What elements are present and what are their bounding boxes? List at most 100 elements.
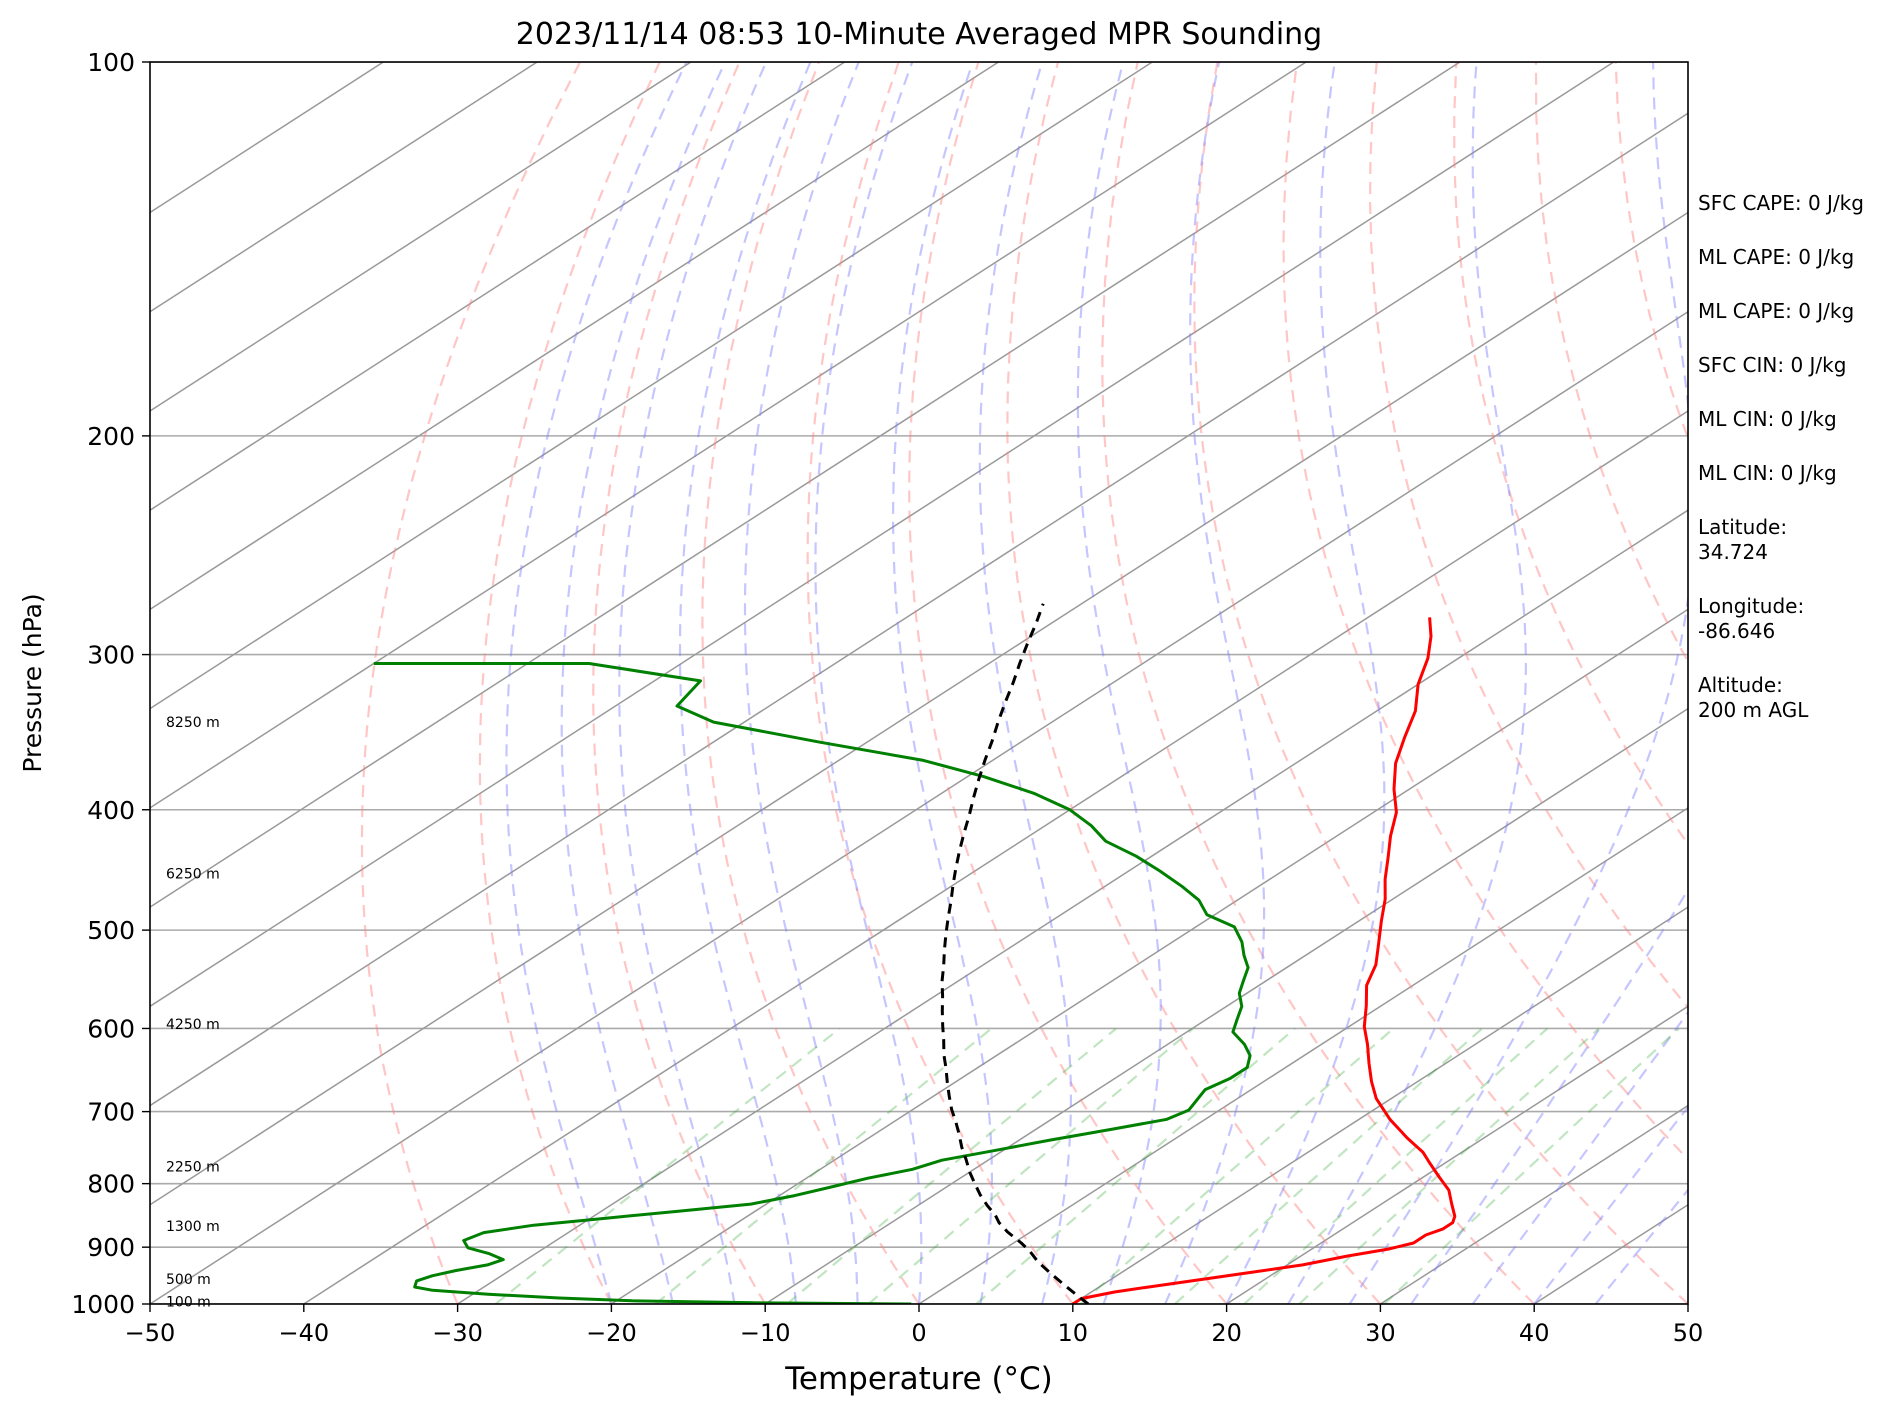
- x-tick-label: 10: [1058, 1319, 1089, 1347]
- moist-adiabat: [1410, 887, 1688, 1304]
- x-tick-label: −10: [740, 1319, 791, 1347]
- x-tick-label: −40: [278, 1319, 329, 1347]
- moist-adiabat: [978, 62, 1072, 1304]
- mixing-ratio-line: [1079, 1027, 1395, 1304]
- mixing-ratio-line: [1298, 1027, 1600, 1304]
- dry-adiabat: [1282, 62, 1688, 1161]
- annotation-text: ML CAPE: 0 J/kg: [1698, 299, 1854, 323]
- sounding-annotations: SFC CAPE: 0 J/kg ML CAPE: 0 J/kg ML CAPE: …: [1698, 191, 1864, 722]
- y-tick-label: 500: [87, 916, 135, 945]
- moist-adiabat: [892, 62, 993, 1304]
- x-tick-label: 20: [1211, 1319, 1242, 1347]
- mixing-ratio-line: [494, 1027, 841, 1304]
- y-tick-label: 800: [87, 1170, 135, 1199]
- isotherm--10: [764, 707, 1688, 1304]
- height-label: 4250 m: [166, 1017, 220, 1033]
- parcel-path-line: [940, 603, 1090, 1304]
- moist-adiabat: [1348, 62, 1688, 1304]
- mixing-ratio-line: [1174, 1027, 1483, 1304]
- dry-adiabat: [908, 62, 1228, 1304]
- height-label: 2250 m: [166, 1160, 220, 1176]
- axis-layer: −50 −40 −30 −20 −10 0 10 20 30 40 50 100 200 300 400 50…: [71, 48, 1703, 1347]
- moist-adiabat: [743, 62, 860, 1304]
- x-axis-label: Temperature (°C): [784, 1361, 1053, 1397]
- y-tick-label: 300: [87, 641, 135, 670]
- isotherm--40: [303, 410, 1688, 1304]
- moist-adiabat: [505, 62, 688, 1304]
- height-label: 1300 m: [166, 1219, 220, 1235]
- moist-adiabat: [1533, 1105, 1688, 1304]
- moist-adiabat: [1471, 1010, 1688, 1304]
- x-tick-label: 40: [1519, 1319, 1550, 1347]
- annotation-text: Longitude: -86.646: [1698, 594, 1804, 643]
- annotation-text: Altitude: 200 m AGL: [1698, 673, 1809, 722]
- grid-layer: [150, 62, 1688, 1304]
- moist-adiabat: [560, 62, 727, 1304]
- annotation-text: ML CIN: 0 J/kg: [1698, 407, 1837, 431]
- dry-adiabat: [1193, 62, 1688, 1304]
- x-tick-label: −20: [586, 1319, 637, 1347]
- y-tick-label: 1000: [71, 1290, 135, 1319]
- x-tick-label: −50: [125, 1319, 176, 1347]
- moist-adiabat: [1287, 62, 1528, 1304]
- isotherm-10: [1072, 906, 1688, 1304]
- dry-adiabat: [1453, 62, 1688, 847]
- height-label: 8250 m: [166, 715, 220, 731]
- dewpoint-line: [373, 662, 1252, 1304]
- mixing-ratio-line: [867, 1027, 1194, 1304]
- isotherm-20: [1226, 1005, 1688, 1304]
- annotation-text: ML CIN: 0 J/kg: [1698, 461, 1837, 485]
- y-tick-label: 900: [87, 1233, 135, 1262]
- moist-adiabat: [618, 62, 768, 1304]
- y-tick-label: 600: [87, 1014, 135, 1043]
- isotherm-0: [918, 806, 1688, 1304]
- y-axis-label: Pressure (hPa): [18, 593, 47, 772]
- mixing-ratio-line: [654, 1027, 993, 1304]
- x-tick-label: 50: [1673, 1319, 1704, 1347]
- isotherm--60: [150, 211, 1688, 1206]
- height-labels: 8250 m 6250 m 4250 m 2250 m 1300 m 500 m 100 m: [166, 715, 220, 1310]
- moist-adiabat: [678, 62, 812, 1304]
- dry-adiabat: [478, 62, 661, 1304]
- dry-adiabat: [701, 62, 920, 1304]
- isotherm--110: [150, 62, 1153, 710]
- isotherm--130: [150, 62, 846, 512]
- isotherm--20: [610, 608, 1688, 1304]
- y-tick-label: 700: [87, 1098, 135, 1127]
- moist-adiabat: [1076, 62, 1162, 1304]
- annotation-text: SFC CAPE: 0 J/kg: [1698, 191, 1864, 215]
- isotherm--90: [150, 62, 1461, 908]
- dry-adiabat: [806, 62, 1074, 1304]
- isotherm--100: [150, 62, 1307, 809]
- height-label: 6250 m: [166, 866, 220, 882]
- x-tick-label: 0: [911, 1319, 926, 1347]
- dry-adiabat: [1006, 62, 1382, 1304]
- isotherm--140: [150, 62, 692, 412]
- isotherm--120: [150, 62, 999, 611]
- mixing-ratio-line: [975, 1027, 1296, 1304]
- isotherm--150: [150, 62, 538, 313]
- isotherm--50: [150, 310, 1688, 1304]
- annotation-text: ML CAPE: 0 J/kg: [1698, 245, 1854, 269]
- dry-adiabat: [1368, 62, 1688, 1010]
- dry-adiabat: [592, 62, 767, 1304]
- x-tick-label: 30: [1365, 1319, 1396, 1347]
- annotation-text: Latitude: 34.724: [1698, 515, 1787, 564]
- x-tick-label: −30: [432, 1319, 483, 1347]
- moist-adiabat: [1225, 62, 1386, 1304]
- moist-adiabat: [1164, 62, 1266, 1304]
- data-layer: [373, 603, 1457, 1304]
- height-label: 100 m: [166, 1294, 211, 1310]
- annotation-text: SFC CIN: 0 J/kg: [1698, 353, 1846, 377]
- temperature-line: [1071, 617, 1457, 1304]
- height-label: 500 m: [166, 1272, 211, 1288]
- y-tick-label: 400: [87, 796, 135, 825]
- y-tick-label: 100: [87, 48, 135, 77]
- moist-adiabat: [814, 62, 923, 1304]
- dry-adiabat: [1101, 62, 1535, 1304]
- mixing-ratio-line: [786, 1027, 1117, 1304]
- chart-title: 2023/11/14 08:53 10-Minute Averaged MPR …: [516, 17, 1322, 52]
- mixing-ratio-line: [1243, 1027, 1549, 1304]
